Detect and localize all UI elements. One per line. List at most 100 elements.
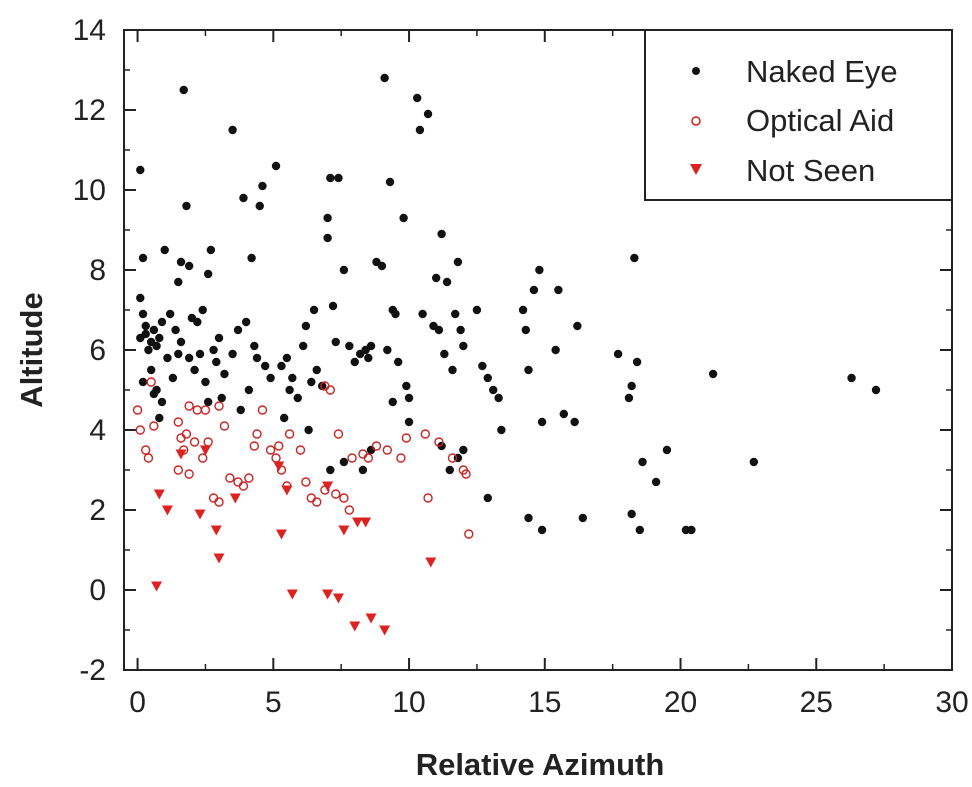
naked-eye-point [241,317,251,327]
naked-eye-point [478,361,487,371]
naked-eye-point [385,177,395,187]
naked-eye-point [437,229,446,239]
optical-aid-point [143,453,154,463]
naked-eye-point [497,425,506,435]
naked-eye-point [203,397,213,407]
optical-aid-point [214,401,224,411]
naked-eye-point [448,365,457,375]
naked-eye-point [350,357,359,367]
naked-eye-point [358,465,368,475]
not-seen-point [161,505,173,516]
optical-aid-point [447,453,458,463]
not-seen-point [199,445,211,456]
naked-eye-point [391,309,400,319]
optical-aid-point [173,465,183,475]
naked-eye-point [144,345,153,355]
naked-eye-point [345,341,354,351]
naked-eye-point [554,285,563,295]
not-seen-point [151,581,163,592]
x-tick-label: 5 [265,686,282,719]
naked-eye-point [149,325,159,335]
y-tick-label: 10 [73,174,106,207]
naked-eye-point [518,305,528,315]
optical-aid-point [149,421,159,431]
naked-eye-point [415,125,425,135]
naked-eye-point [184,261,194,271]
naked-eye-point [483,493,492,503]
naked-eye-point [239,193,248,203]
optical-aid-point [274,441,284,451]
naked-eye-point [136,165,145,175]
naked-eye-point [171,325,180,335]
naked-eye-point [323,213,332,223]
optical-aid-point [214,497,224,507]
naked-eye-point [624,393,634,403]
optical-aid-point [333,429,344,439]
naked-eye-point [402,381,411,391]
naked-eye-point [252,353,262,363]
naked-eye-point [304,425,313,435]
x-tick-label: 30 [935,686,968,719]
naked-eye-point [149,389,159,399]
optical-aid-point [146,377,156,387]
naked-eye-point [160,245,169,255]
naked-eye-point [366,445,376,455]
optical-aid-point [252,429,262,439]
naked-eye-point [152,341,161,351]
naked-eye-point [157,397,167,407]
naked-eye-point [309,305,319,315]
legend-label-not-seen: Not Seen [746,153,875,188]
naked-eye-point [412,93,422,103]
naked-eye-point [445,465,454,475]
naked-eye-point [285,385,294,395]
naked-eye-point [209,345,218,355]
naked-eye-point [277,361,286,371]
naked-eye-point [529,285,539,295]
naked-eye-point [179,85,188,95]
legend: Naked Eye Optical Aid Not Seen [644,29,953,201]
not-seen-point [351,517,363,528]
not-seen-point [175,449,187,460]
naked-eye-point [453,257,463,267]
not-seen-point [379,625,391,636]
y-tick-label: -2 [79,654,106,687]
naked-eye-point [871,385,881,395]
optical-aid-point [320,381,330,391]
naked-eye-point [174,349,183,359]
optical-aid-point [312,497,322,507]
not-seen-point [322,481,334,492]
optical-aid-point [461,469,471,479]
not-seen-point [332,593,344,604]
not-seen-point [281,485,293,496]
naked-eye-point [847,373,856,383]
naked-eye-point [176,337,186,347]
naked-eye-point [258,181,267,191]
naked-eye-point [383,345,392,355]
naked-eye-point [233,325,243,335]
optical-aid-point [219,421,230,431]
naked-eye-point [165,309,175,319]
naked-eye-point [184,353,194,363]
naked-eye-point [198,305,207,315]
optical-aid-point [257,405,268,415]
naked-eye-point [228,349,237,359]
x-tick-label: 20 [664,686,697,719]
naked-eye-point [155,413,164,423]
x-tick-label: 15 [528,686,561,719]
optical-aid-point [181,429,192,439]
naked-eye-point [244,385,254,395]
optical-aid-point [198,453,208,463]
not-seen-point [194,509,206,520]
naked-eye-point [334,173,343,183]
y-axis: -2 0 2 4 6 8 10 12 14 [73,14,952,687]
x-axis: 0 5 10 15 20 25 30 [129,30,969,719]
not-seen-point [322,589,334,600]
naked-eye-point [176,257,186,267]
naked-eye-point [260,361,270,371]
naked-eye-point [203,269,213,279]
naked-eye-point [155,333,164,343]
naked-eye-point [423,109,433,119]
naked-eye-point [627,509,636,519]
naked-eye-point [195,349,205,359]
x-tick-label: 0 [129,686,146,719]
